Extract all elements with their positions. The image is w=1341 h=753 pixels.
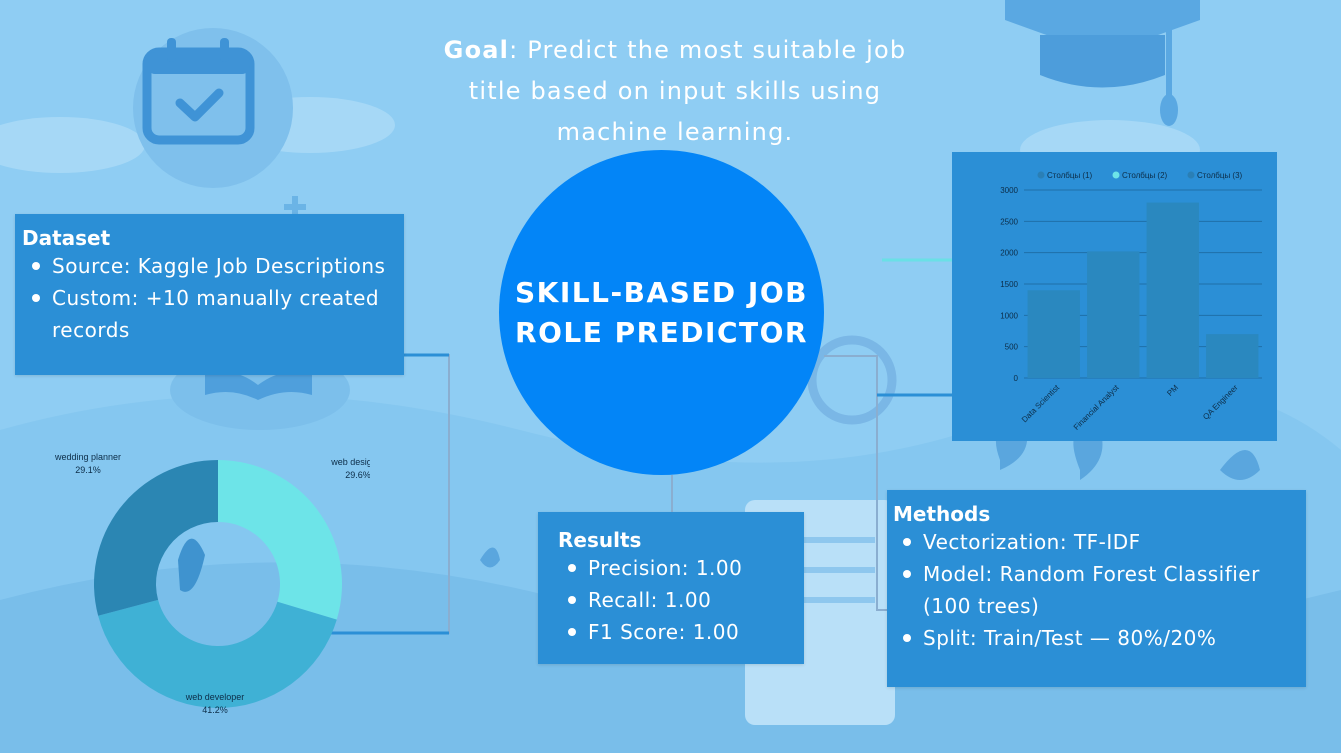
x-tick-label: QA Engineer — [1201, 383, 1240, 422]
list-item: Source: Kaggle Job Descriptions — [22, 250, 404, 282]
legend-item: Столбцы (1) — [1037, 171, 1093, 180]
legend-item: Столбцы (2) — [1112, 171, 1168, 180]
y-tick-label: 3000 — [1000, 186, 1018, 195]
list-item: Vectorization: TF-IDF — [893, 526, 1306, 558]
list-item: Model: Random Forest Classifier (100 tre… — [893, 558, 1293, 622]
x-tick-label: Financial Analyst — [1072, 383, 1121, 432]
magnifier-icon — [807, 335, 897, 425]
plus-decoration — [284, 196, 306, 218]
legend-swatch — [1037, 171, 1045, 179]
goal-statement: Goal: Predict the most suitable job titl… — [420, 30, 930, 153]
list-item: Split: Train/Test — 80%/20% — [893, 622, 1306, 654]
y-tick-label: 500 — [1005, 343, 1019, 352]
legend-label: Столбцы (3) — [1197, 171, 1243, 180]
legend-label: Столбцы (2) — [1122, 171, 1168, 180]
calendar-icon — [133, 28, 293, 188]
bar — [1206, 334, 1259, 378]
results-heading: Results — [558, 528, 642, 552]
results-list: Precision: 1.00 Recall: 1.00 F1 Score: 1… — [558, 552, 804, 648]
list-item: Recall: 1.00 — [558, 584, 804, 616]
y-tick-label: 1500 — [1000, 280, 1018, 289]
list-item: Precision: 1.00 — [558, 552, 804, 584]
page-title: SKILL-BASED JOB ROLE PREDICTOR — [515, 275, 808, 349]
x-tick-label: Data Scientist — [1020, 383, 1062, 425]
dataset-panel: Dataset Source: Kaggle Job Descriptions … — [15, 214, 404, 375]
y-tick-label: 1000 — [1000, 311, 1018, 320]
y-tick-label: 2000 — [1000, 249, 1018, 258]
title-circle: SKILL-BASED JOB ROLE PREDICTOR — [499, 150, 824, 475]
legend-label: Столбцы (1) — [1047, 171, 1093, 180]
bar-chart: Столбцы (1) Столбцы (2) Столбцы (3) 0 500 100… — [1000, 171, 1262, 432]
donut-slice — [98, 599, 337, 708]
goal-label: Goal — [443, 36, 510, 64]
y-tick-label: 0 — [1014, 374, 1019, 383]
bar — [1146, 202, 1199, 378]
methods-list: Vectorization: TF-IDF Model: Random Fore… — [893, 526, 1306, 654]
methods-panel: Methods Vectorization: TF-IDF Model: Ran… — [887, 490, 1306, 687]
slice-label: web developer — [185, 692, 245, 702]
graduation-cap-icon — [1005, 0, 1200, 126]
list-item: Custom: +10 manually created records — [22, 282, 402, 346]
legend-swatch — [1187, 171, 1195, 179]
slice-percent: 41.2% — [202, 705, 228, 715]
methods-heading: Methods — [893, 502, 991, 526]
bar — [1027, 290, 1080, 378]
slice-label: wedding planner — [54, 452, 121, 462]
bar-chart-panel: Столбцы (1) Столбцы (2) Столбцы (3) 0 500 100… — [952, 152, 1277, 441]
goal-text: : Predict the most suitable job title ba… — [468, 36, 907, 146]
legend-swatch — [1112, 171, 1120, 179]
bar — [1087, 251, 1140, 378]
connector-lines — [318, 258, 952, 635]
results-panel: Results Precision: 1.00 Recall: 1.00 F1 … — [538, 512, 804, 664]
donut-slice — [218, 460, 343, 620]
slice-label: web designer — [330, 457, 370, 467]
dataset-heading: Dataset — [22, 226, 111, 250]
y-tick-label: 2500 — [1000, 217, 1018, 226]
donut-chart: web designer 29.6% web developer 41.2% weddi… — [54, 452, 370, 715]
donut-slice — [94, 460, 218, 616]
slice-percent: 29.6% — [345, 470, 370, 480]
legend-item: Столбцы (3) — [1187, 171, 1243, 180]
slice-percent: 29.1% — [75, 465, 101, 475]
list-item: F1 Score: 1.00 — [558, 616, 804, 648]
x-tick-label: PM — [1165, 383, 1180, 398]
dataset-list: Source: Kaggle Job Descriptions Custom: … — [22, 250, 404, 346]
